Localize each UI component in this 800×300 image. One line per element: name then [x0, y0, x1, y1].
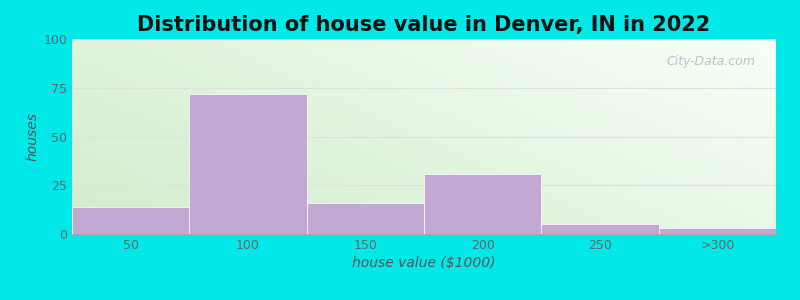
- Text: City-Data.com: City-Data.com: [666, 55, 755, 68]
- Title: Distribution of house value in Denver, IN in 2022: Distribution of house value in Denver, I…: [138, 15, 710, 35]
- Bar: [542, 224, 658, 234]
- Bar: [72, 207, 190, 234]
- X-axis label: house value ($1000): house value ($1000): [352, 256, 496, 270]
- Bar: [306, 203, 424, 234]
- Bar: [658, 228, 776, 234]
- Y-axis label: houses: houses: [25, 112, 39, 161]
- Bar: [424, 173, 542, 234]
- Bar: [190, 94, 306, 234]
